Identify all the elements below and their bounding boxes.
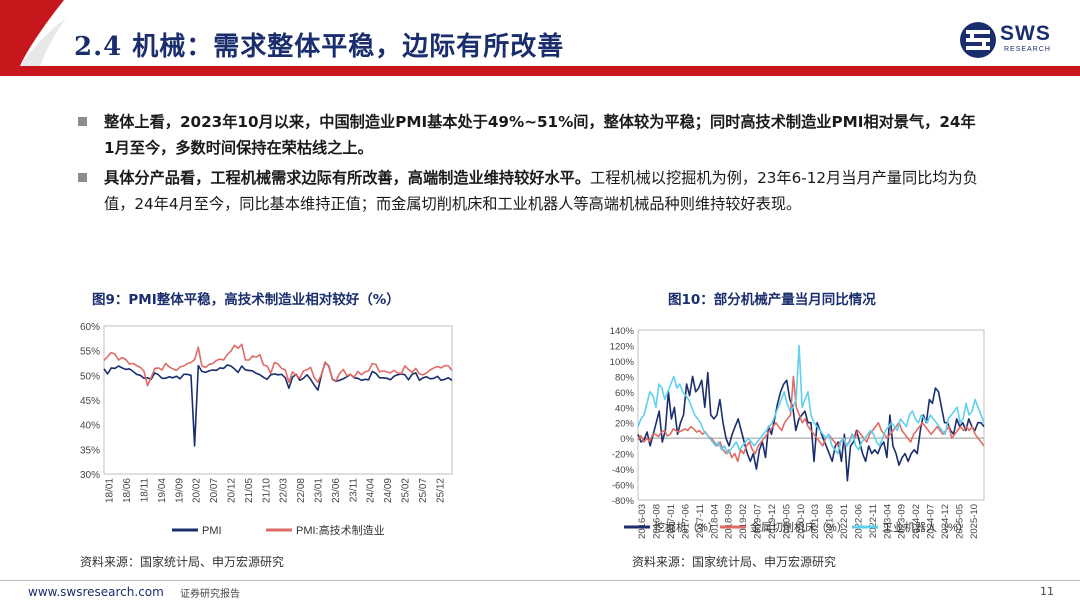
logo-text: SWS [1000, 22, 1051, 45]
bullet-1-bold: 整体上看，2023年10月以来，中国制造业PMI基本处于49%~51%间，整体较… [104, 113, 976, 157]
x-tick-label: 24/04 [366, 478, 377, 503]
plot-frame [637, 329, 985, 501]
page-number: 11 [1040, 585, 1054, 598]
x-tick-label: 2022-11 [868, 504, 879, 538]
x-tick-label: 2024-02 [911, 504, 922, 539]
x-tick-label: 25/02 [401, 478, 412, 503]
y-tick-label: 35% [80, 445, 100, 456]
y-tick-label: 0% [620, 434, 634, 445]
chart-right-source: 资料来源：国家统计局、申万宏源研究 [632, 555, 837, 569]
title-swoosh [0, 0, 66, 66]
y-tick-label: 30% [80, 470, 100, 481]
y-tick-label: 20% [615, 419, 635, 430]
x-tick-label: 2025-05 [954, 504, 965, 539]
x-tick-label: 2023-09 [897, 504, 908, 539]
x-tick-label: 23/01 [314, 478, 325, 503]
x-tick-label: 18/01 [105, 478, 116, 503]
bullet-1: 整体上看，2023年10月以来，中国制造业PMI基本处于49%~51%间，整体较… [104, 109, 984, 161]
series-line-1 [103, 343, 453, 387]
chart-right-title: 图10：部分机械产量当月同比情况 [668, 292, 876, 308]
x-tick-label: 18/06 [122, 478, 133, 503]
x-tick-label: 23/06 [331, 478, 342, 503]
x-tick-label: 20/12 [227, 478, 238, 503]
legend-label-1: 金属切削机床（%） [750, 520, 848, 534]
y-tick-label: 120% [610, 341, 635, 352]
series-line-2 [637, 344, 985, 455]
chart-left-title: 图9：PMI整体平稳，高技术制造业相对较好（%） [92, 292, 400, 308]
y-tick-label: 80% [615, 372, 635, 383]
series-line-1 [637, 375, 985, 463]
x-tick-label: 22/08 [296, 478, 307, 503]
legend-label-0: 挖掘机（%） [654, 520, 719, 534]
x-tick-label: 2023-04 [882, 504, 893, 539]
x-tick-label: 2025-10 [969, 504, 980, 539]
series-line-0 [103, 361, 453, 447]
chart-right: -80% -60% -40% -20% 0% 20% 40% 60% 80% 100% 120% 14… [610, 326, 985, 539]
x-tick-label: 2018-04 [709, 504, 720, 539]
y-tick-label: 140% [610, 326, 635, 337]
y-tick-label: -60% [612, 481, 635, 492]
x-tick-label: 2024-07 [926, 504, 937, 539]
y-tick-label: -40% [612, 465, 635, 476]
x-tick-label: 2021-08 [825, 504, 836, 539]
bullet-2-bold: 具体分产品看，工程机械需求边际有所改善，高端制造业维持较好水平。 [104, 169, 590, 187]
x-tick-label: 2017-11 [695, 504, 706, 538]
legend-label-2: 工业机器人（%） [882, 520, 969, 534]
x-tick-label: 2020-05 [781, 504, 792, 539]
y-tick-label: 45% [80, 396, 100, 407]
bullet-2-text: 工程机械以挖掘机为例，23年6-12月当月产量同比均为负值，24年4月至今，同比… [104, 169, 978, 213]
x-tick-label: 2017-06 [680, 504, 691, 539]
x-tick-label: 20/02 [192, 478, 203, 503]
y-tick-label: -20% [612, 450, 635, 461]
x-tick-label: 2022-06 [853, 504, 864, 539]
x-tick-label: 25/07 [418, 478, 429, 503]
x-tick-label: 2019-07 [753, 504, 764, 539]
header-red-bar [0, 66, 1080, 76]
plot-frame [103, 325, 453, 475]
x-tick-label: 2019-12 [767, 504, 778, 539]
x-tick-label: 23/11 [348, 478, 359, 503]
x-tick-label: 2019-02 [738, 504, 749, 539]
y-tick-label: 100% [610, 357, 635, 368]
x-tick-label: 22/03 [279, 478, 290, 503]
chart-left-source: 资料来源：国家统计局、申万宏源研究 [80, 555, 285, 569]
legend-label-0: PMI [202, 525, 222, 537]
x-tick-label: 2017-01 [666, 504, 677, 539]
x-tick-label: 19/09 [174, 478, 185, 503]
x-tick-label: 2022-01 [839, 504, 850, 539]
footer-report-label: 证券研究报告 [180, 589, 240, 600]
x-tick-label: 20/07 [209, 478, 220, 503]
x-tick-label: 24/09 [383, 478, 394, 503]
chart-left: 30% 35% 40% 45% 50% 55% 60% 18/01 18/06 18/11 19/0… [80, 322, 453, 537]
x-tick-label: 2024-12 [940, 504, 951, 539]
x-tick-label: 25/12 [435, 478, 446, 503]
x-tick-label: 18/11 [140, 478, 151, 503]
slide-title: 2.4 机械：需求整体平稳，边际有所改善 [74, 32, 565, 62]
header-band [0, 0, 1080, 76]
footer-url-link[interactable]: www.swsresearch.com [28, 585, 164, 599]
x-tick-label: 21/10 [261, 478, 272, 503]
x-tick-label: 2016-03 [637, 504, 648, 539]
bullet-2: 具体分产品看，工程机械需求边际有所改善，高端制造业维持较好水平。工程机械以挖掘机… [104, 165, 984, 217]
y-tick-label: 55% [80, 347, 100, 358]
bullet-marker [78, 117, 87, 126]
x-tick-label: 21/05 [244, 478, 255, 503]
x-tick-label: 2021-03 [810, 504, 821, 539]
y-tick-label: 50% [80, 371, 100, 382]
y-tick-label: 60% [615, 388, 635, 399]
y-tick-label: 40% [615, 403, 635, 414]
legend-label-1: PMI:高技术制造业 [296, 523, 385, 537]
bullet-marker [78, 173, 87, 182]
x-tick-label: 2018-09 [724, 504, 735, 539]
y-tick-label: 60% [80, 322, 100, 333]
y-tick-label: 40% [80, 421, 100, 432]
x-tick-label: 19/04 [157, 478, 168, 503]
x-tick-label: 2016-08 [652, 504, 663, 539]
x-tick-label: 2020-10 [796, 504, 807, 539]
logo-subtext: RESEARCH [1004, 46, 1051, 53]
y-tick-label: -80% [612, 496, 635, 507]
sws-logo-icon [960, 22, 996, 58]
footer-divider [0, 580, 1080, 581]
